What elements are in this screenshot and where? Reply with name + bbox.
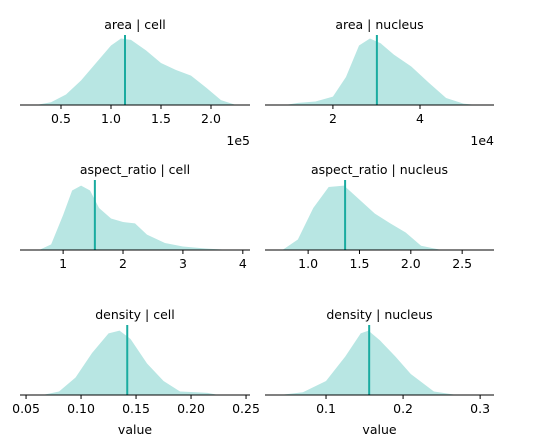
x-tick-label: 0.25 <box>232 401 260 416</box>
subplot-title: aspect_ratio | cell <box>80 162 190 177</box>
x-tick-label: 1.5 <box>350 256 370 271</box>
x-tick-label: 2 <box>119 256 127 271</box>
x-tick-label: 2.0 <box>401 256 421 271</box>
density-area <box>42 330 219 395</box>
x-tick-label: 0.1 <box>316 401 336 416</box>
density-area <box>39 185 231 250</box>
subplot-title: area | cell <box>104 17 166 32</box>
x-axis-label: value <box>118 422 152 437</box>
density-area <box>285 38 477 105</box>
x-tick-label: 4 <box>416 111 424 126</box>
x-tick-label: 4 <box>239 256 247 271</box>
x-tick-label: 1.0 <box>298 256 318 271</box>
x-tick-label: 0.20 <box>177 401 205 416</box>
offset-text: 1e5 <box>226 133 250 148</box>
x-tick-label: 0.2 <box>393 401 413 416</box>
subplot-title: aspect_ratio | nucleus <box>311 162 448 177</box>
x-tick-label: 2 <box>329 111 337 126</box>
x-tick-label: 0.15 <box>122 401 150 416</box>
x-tick-label: 0.5 <box>51 111 71 126</box>
x-tick-label: 2.0 <box>201 111 221 126</box>
subplot-title: density | cell <box>95 307 175 322</box>
density-area <box>36 38 236 105</box>
offset-text: 1e4 <box>470 133 494 148</box>
x-tick-label: 2.5 <box>452 256 472 271</box>
x-axis-label: value <box>362 422 396 437</box>
x-tick-label: 1.0 <box>101 111 121 126</box>
subplot-title: area | nucleus <box>335 17 423 32</box>
x-tick-label: 1.5 <box>151 111 171 126</box>
density-area <box>282 185 442 250</box>
x-tick-label: 0.3 <box>470 401 490 416</box>
x-tick-label: 1 <box>59 256 67 271</box>
x-tick-label: 3 <box>179 256 187 271</box>
subplot-title: density | nucleus <box>326 307 432 322</box>
x-tick-label: 0.10 <box>67 401 95 416</box>
x-tick-label: 0.05 <box>12 401 40 416</box>
